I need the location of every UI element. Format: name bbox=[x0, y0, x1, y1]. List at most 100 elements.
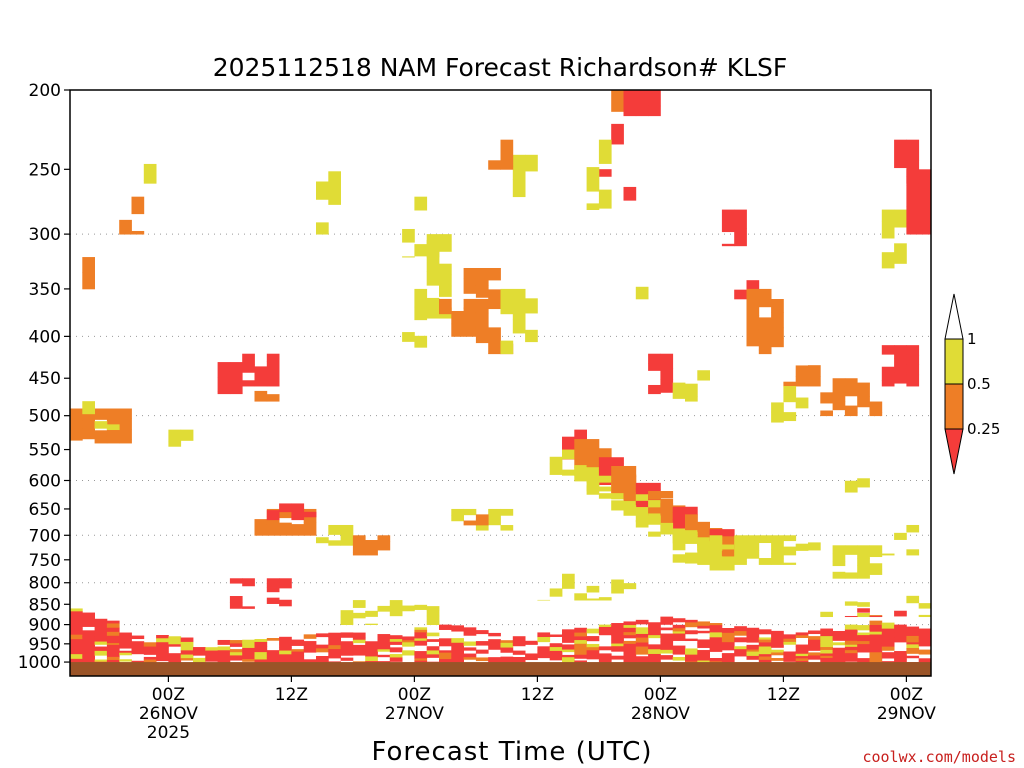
heatmap-cell bbox=[648, 353, 661, 364]
heatmap-cell bbox=[352, 637, 366, 641]
heatmap-cell bbox=[279, 660, 292, 663]
heatmap-cell bbox=[623, 643, 637, 647]
heatmap-cell bbox=[857, 644, 870, 649]
heatmap-cell bbox=[70, 619, 83, 624]
heatmap-cell bbox=[635, 650, 649, 655]
heatmap-cell bbox=[648, 500, 661, 506]
heatmap-cell bbox=[586, 448, 600, 460]
heatmap-cell bbox=[881, 656, 895, 659]
heatmap-cell bbox=[439, 624, 452, 630]
y-tick-label: 450 bbox=[29, 369, 61, 389]
heatmap-cell bbox=[451, 642, 464, 646]
heatmap-cell bbox=[82, 420, 95, 429]
heatmap-cell bbox=[746, 542, 760, 551]
heatmap-cell bbox=[697, 561, 710, 565]
heatmap-cell bbox=[365, 641, 378, 645]
heatmap-cell bbox=[771, 535, 784, 542]
ground-fill bbox=[70, 662, 931, 676]
heatmap-cell bbox=[156, 651, 169, 655]
heatmap-cell bbox=[844, 577, 858, 579]
heatmap-cell bbox=[881, 220, 895, 239]
heatmap-cell bbox=[795, 646, 809, 652]
heatmap-cell bbox=[574, 475, 587, 482]
heatmap-cell bbox=[598, 169, 612, 177]
heatmap-cell bbox=[660, 655, 674, 658]
heatmap-cell bbox=[832, 647, 846, 652]
heatmap-cell bbox=[266, 371, 280, 387]
heatmap-cell bbox=[611, 587, 624, 594]
heatmap-cell bbox=[721, 556, 735, 563]
heatmap-cell bbox=[844, 412, 858, 417]
heatmap-cell bbox=[808, 639, 821, 644]
heatmap-cell bbox=[906, 160, 920, 177]
heatmap-cell bbox=[119, 408, 132, 419]
heatmap-cell bbox=[94, 638, 108, 642]
heatmap-cell bbox=[746, 288, 760, 308]
heatmap-cell bbox=[771, 630, 784, 635]
y-tick-label: 750 bbox=[29, 551, 61, 571]
heatmap-cell bbox=[820, 647, 833, 651]
heatmap-cell bbox=[328, 661, 341, 663]
heatmap-cell bbox=[180, 637, 194, 643]
heatmap-cell bbox=[463, 657, 477, 660]
heatmap-cell bbox=[266, 638, 280, 641]
credit-link[interactable]: coolwx.com/models bbox=[862, 748, 1016, 766]
heatmap-cell bbox=[586, 459, 600, 467]
heatmap-cell bbox=[119, 652, 132, 656]
heatmap-cell bbox=[229, 643, 243, 647]
heatmap-cell bbox=[623, 627, 637, 633]
heatmap-cell bbox=[537, 646, 551, 651]
heatmap-cell bbox=[758, 338, 772, 351]
heatmap-cell bbox=[660, 645, 674, 649]
heatmap-cell bbox=[648, 653, 661, 659]
heatmap-cell bbox=[229, 362, 243, 372]
heatmap-cell bbox=[70, 651, 83, 655]
heatmap-cell bbox=[242, 606, 255, 609]
heatmap-cell bbox=[906, 139, 920, 161]
heatmap-cell bbox=[168, 636, 182, 642]
heatmap-cell bbox=[414, 288, 428, 308]
heatmap-cell bbox=[402, 228, 415, 243]
heatmap-cell bbox=[451, 629, 464, 632]
heatmap-cell bbox=[685, 659, 698, 663]
heatmap-cell bbox=[488, 289, 501, 309]
heatmap-cell bbox=[721, 536, 735, 545]
heatmap-cell bbox=[143, 642, 157, 647]
heatmap-cell bbox=[660, 647, 674, 651]
heatmap-cell bbox=[697, 621, 710, 627]
heatmap-cell bbox=[94, 646, 108, 652]
heatmap-cell bbox=[906, 595, 920, 604]
heatmap-cell bbox=[266, 650, 280, 655]
heatmap-cell bbox=[500, 640, 514, 644]
heatmap-cell bbox=[488, 327, 501, 342]
heatmap-cell bbox=[672, 645, 686, 651]
heatmap-cell bbox=[623, 505, 637, 516]
heatmap-cell bbox=[586, 654, 600, 660]
heatmap-cell bbox=[660, 657, 674, 660]
heatmap-cell bbox=[463, 278, 477, 294]
heatmap-cell bbox=[426, 297, 440, 316]
heatmap-cell bbox=[229, 602, 243, 609]
heatmap-cell bbox=[488, 657, 501, 661]
heatmap-cell bbox=[512, 288, 526, 305]
heatmap-cell bbox=[279, 636, 292, 641]
heatmap-cell bbox=[488, 645, 501, 650]
heatmap-cell bbox=[217, 646, 231, 651]
heatmap-cell bbox=[279, 522, 292, 530]
heatmap-cell bbox=[783, 535, 797, 542]
heatmap-cell bbox=[439, 638, 452, 644]
heatmap-cell bbox=[648, 635, 661, 639]
heatmap-cell bbox=[94, 650, 108, 656]
heatmap-cell bbox=[106, 646, 120, 652]
heatmap-cell bbox=[242, 364, 255, 373]
heatmap-cell bbox=[131, 647, 145, 651]
heatmap-cell bbox=[426, 254, 440, 272]
heatmap-cell bbox=[266, 510, 280, 520]
heatmap-cell bbox=[611, 488, 624, 499]
heatmap-cell bbox=[771, 540, 784, 550]
heatmap-cell bbox=[365, 540, 378, 550]
heatmap-cell bbox=[623, 650, 637, 654]
heatmap-cell bbox=[377, 646, 391, 650]
heatmap-cell bbox=[685, 648, 698, 654]
heatmap-cell bbox=[414, 658, 428, 662]
